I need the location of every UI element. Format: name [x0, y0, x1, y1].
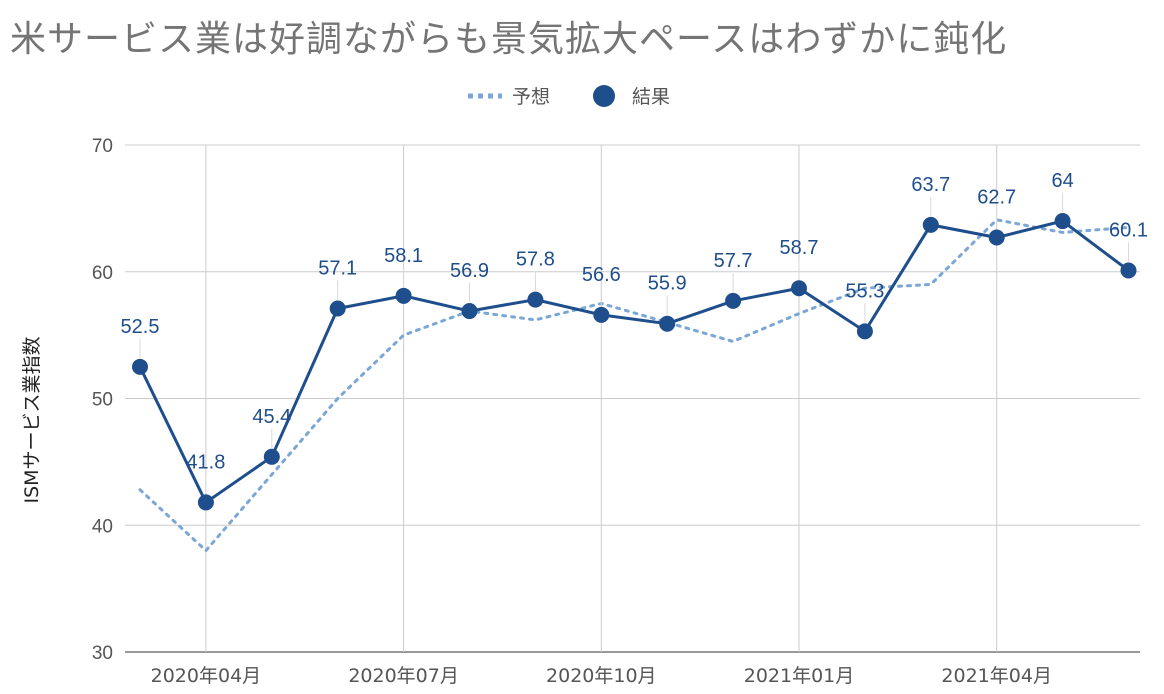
result-point — [395, 287, 412, 304]
data-label: 62.7 — [977, 187, 1016, 209]
result-point — [1054, 213, 1071, 230]
result-point — [593, 306, 610, 323]
result-point — [197, 494, 214, 511]
result-point — [856, 323, 873, 340]
result-point — [329, 300, 346, 317]
data-label: 57.8 — [516, 249, 555, 271]
series-layer — [132, 213, 1137, 553]
data-label: 45.4 — [252, 406, 291, 428]
data-label: 52.5 — [121, 316, 160, 338]
x-tick-label: 2021年01月 — [744, 665, 855, 687]
data-label: 58.7 — [780, 237, 819, 259]
result-point — [988, 229, 1005, 246]
gridlines — [125, 144, 1140, 653]
data-label: 41.8 — [186, 451, 225, 473]
result-point — [791, 280, 807, 297]
x-axis-ticks: 2020年04月 2020年07月 2020年10月 2021年01月 2021年04月 — [151, 665, 1052, 687]
data-labels: 52.5 41.8 45.4 57.1 58.1 56.9 57.8 56.6 55.9 57.7… — [121, 170, 1148, 494]
result-point — [461, 303, 478, 320]
series-result-line — [138, 219, 1130, 505]
data-label: 57.1 — [318, 258, 357, 280]
legend: 予想 結果 — [468, 85, 670, 108]
x-tick-label: 2020年04月 — [151, 665, 262, 687]
legend-forecast-label: 予想 — [512, 86, 550, 108]
result-point — [922, 216, 939, 233]
y-axis-ticks: 30 40 50 60 70 — [92, 136, 113, 664]
result-point — [263, 448, 280, 465]
result-point — [132, 358, 148, 375]
y-tick-label: 30 — [92, 643, 113, 664]
result-point — [1120, 262, 1137, 279]
x-tick-label: 2020年07月 — [348, 665, 459, 687]
data-label: 64 — [1051, 170, 1073, 192]
data-label: 56.9 — [450, 260, 489, 282]
legend-result-swatch — [593, 85, 615, 107]
data-label: 55.3 — [845, 280, 884, 302]
data-label: 58.1 — [384, 245, 423, 267]
data-label: 63.7 — [911, 174, 950, 196]
y-tick-label: 70 — [92, 136, 113, 157]
data-label: 55.9 — [648, 273, 687, 295]
data-label: 60.1 — [1109, 219, 1148, 241]
y-tick-label: 50 — [92, 390, 113, 411]
x-tick-label: 2021年04月 — [941, 665, 1052, 687]
result-point — [659, 315, 676, 332]
y-tick-label: 40 — [92, 516, 113, 537]
y-axis-label: ISMサービス業指数 — [21, 336, 43, 503]
data-label: 56.6 — [582, 264, 621, 286]
result-point — [725, 292, 742, 309]
series-forecast-line — [138, 218, 1130, 553]
chart-title: 米サービス業は好調ながらも景気拡大ペースはわずかに鈍化 — [10, 19, 1008, 60]
x-tick-label: 2020年10月 — [546, 665, 657, 687]
y-tick-label: 60 — [92, 263, 113, 284]
data-label: 57.7 — [714, 250, 753, 272]
result-point — [527, 291, 544, 308]
legend-result-label: 結果 — [632, 86, 670, 108]
